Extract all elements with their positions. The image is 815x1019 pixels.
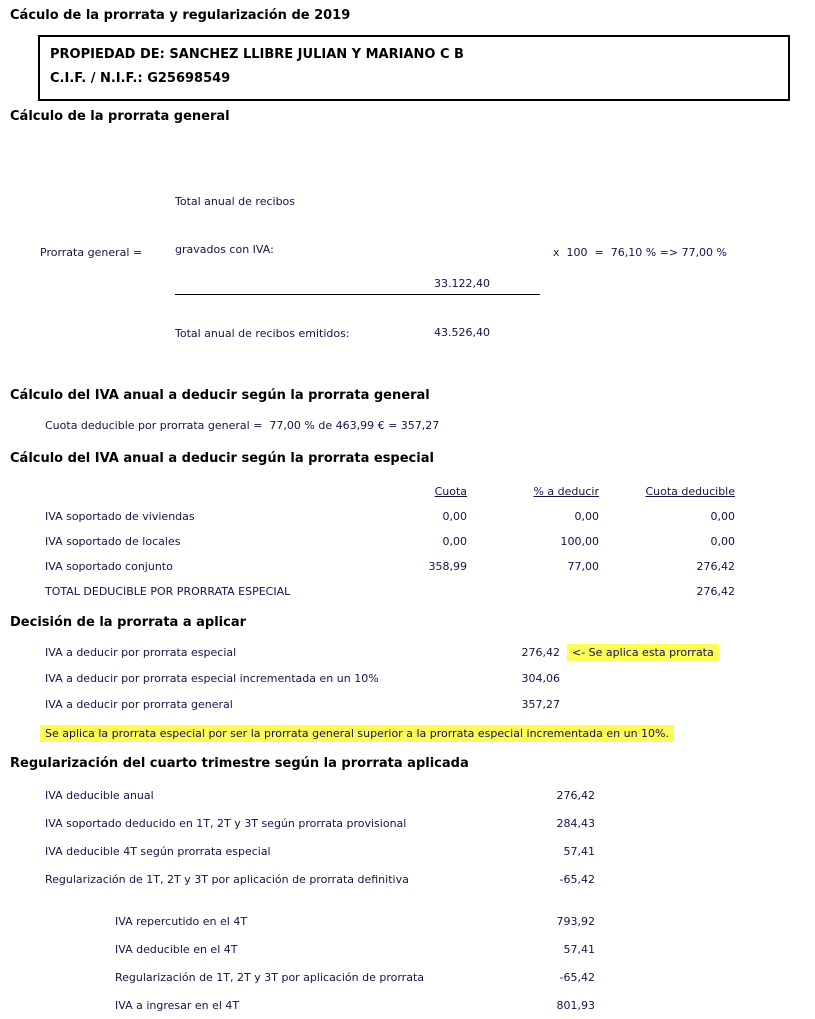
- numerator-label-line2: gravados con IVA:: [175, 243, 274, 256]
- regularizacion-row: IVA soportado deducido en 1T, 2T y 3T se…: [45, 809, 815, 837]
- regularizacion-row: IVA deducible anual 276,42: [45, 781, 815, 809]
- row-deducible: 0,00: [710, 535, 736, 548]
- formula-result: x 100 = 76,10 % => 77,00 %: [553, 245, 728, 259]
- prorrata-general-formula: Prorrata general = Total anual de recibo…: [40, 136, 815, 368]
- fraction-denominator: Total anual de recibos emitidos: 43.526,…: [175, 321, 540, 342]
- formula-fraction: Total anual de recibos gravados con IVA:…: [175, 136, 540, 368]
- formula-lhs-label: Prorrata general =: [40, 245, 143, 259]
- row-value: 304,06: [521, 671, 561, 685]
- row-value: -65,42: [559, 970, 595, 984]
- row-pct: 77,00: [567, 560, 600, 573]
- row-label: IVA deducible anual: [45, 788, 154, 802]
- row-cuota: 358,99: [428, 560, 468, 573]
- row-pct: 0,00: [574, 510, 600, 523]
- regularizacion-row: IVA deducible en el 4T 57,41: [115, 935, 815, 963]
- row-value: 57,41: [563, 844, 596, 858]
- decision-row: IVA a deducir por prorrata especial 276,…: [45, 639, 815, 665]
- row-label: IVA deducible en el 4T: [115, 942, 238, 956]
- denominator-label: Total anual de recibos emitidos:: [175, 327, 350, 340]
- numerator-label-line1: Total anual de recibos: [175, 195, 296, 208]
- row-value: 276,42: [556, 788, 596, 802]
- table-row: IVA soportado de locales 0,00 100,00 0,0…: [45, 529, 815, 554]
- row-label: Regularización de 1T, 2T y 3T por aplica…: [45, 872, 409, 886]
- owner-cif: C.I.F. / N.I.F.: G25698549: [50, 71, 231, 86]
- row-label: IVA a deducir por prorrata general: [45, 697, 233, 711]
- owner-box: PROPIEDAD DE: SANCHEZ LLIBRE JULIAN Y MA…: [38, 35, 790, 101]
- numerator-label: Total anual de recibos gravados con IVA:: [175, 162, 380, 290]
- regularizacion-row: IVA a ingresar en el 4T 801,93: [115, 991, 815, 1019]
- row-value: 801,93: [556, 998, 596, 1012]
- owner-name: PROPIEDAD DE: SANCHEZ LLIBRE JULIAN Y MA…: [50, 47, 464, 62]
- prorrata-especial-table: Cuota % a deducir Cuota deducible IVA so…: [0, 479, 815, 604]
- row-label: IVA repercutido en el 4T: [115, 914, 248, 928]
- row-value: -65,42: [559, 872, 595, 886]
- column-header-deducible: Cuota deducible: [645, 485, 735, 498]
- row-deducible: 276,42: [696, 560, 736, 573]
- regularizacion-row: Regularización de 1T, 2T y 3T por aplica…: [45, 865, 815, 893]
- decision-rows: IVA a deducir por prorrata especial 276,…: [0, 639, 815, 717]
- decision-row: IVA a deducir por prorrata especial incr…: [45, 665, 815, 691]
- column-header-pct: % a deducir: [533, 485, 599, 498]
- row-label: IVA soportado de locales: [45, 535, 181, 548]
- section-heading-regularizacion: Regularización del cuarto trimestre segú…: [10, 756, 469, 771]
- row-cuota: 0,00: [442, 510, 468, 523]
- applied-prorrata-note: <- Se aplica esta prorrata: [567, 643, 719, 661]
- row-value: 793,92: [556, 914, 596, 928]
- row-label: IVA a ingresar en el 4T: [115, 998, 240, 1012]
- row-value: 284,43: [556, 816, 596, 830]
- total-label: TOTAL DEDUCIBLE POR PRORRATA ESPECIAL: [45, 585, 291, 598]
- row-value: 57,41: [563, 942, 596, 956]
- row-pct: 100,00: [560, 535, 600, 548]
- regularizacion-4t-rows: IVA repercutido en el 4T 793,92 IVA dedu…: [0, 907, 815, 1019]
- decision-row: IVA a deducir por prorrata general 357,2…: [45, 691, 815, 717]
- row-label: IVA a deducir por prorrata especial: [45, 645, 237, 659]
- regularizacion-row: IVA deducible 4T según prorrata especial…: [45, 837, 815, 865]
- row-label: IVA deducible 4T según prorrata especial: [45, 844, 271, 858]
- decision-conclusion-wrap: Se aplica la prorrata especial por ser l…: [40, 725, 815, 742]
- row-value: 357,27: [521, 697, 561, 711]
- denominator-value: 43.526,40: [434, 326, 490, 339]
- numerator-value: 33.122,40: [434, 277, 490, 290]
- row-label: IVA soportado conjunto: [45, 560, 173, 573]
- regularizacion-row: IVA repercutido en el 4T 793,92: [115, 907, 815, 935]
- column-header-cuota: Cuota: [434, 485, 467, 498]
- section-heading-iva-general: Cálculo del IVA anual a deducir según la…: [10, 388, 430, 403]
- row-label: IVA soportado de viviendas: [45, 510, 195, 523]
- table-row: IVA soportado de viviendas 0,00 0,00 0,0…: [45, 504, 815, 529]
- row-value: 276,42: [521, 645, 561, 659]
- row-cuota: 0,00: [442, 535, 468, 548]
- section-heading-prorrata-general: Cálculo de la prorrata general: [10, 109, 230, 124]
- row-deducible: 0,00: [710, 510, 736, 523]
- fraction-numerator: Total anual de recibos gravados con IVA:…: [175, 162, 540, 295]
- decision-conclusion: Se aplica la prorrata especial por ser l…: [40, 725, 674, 742]
- section-heading-iva-especial: Cálculo del IVA anual a deducir según la…: [10, 451, 434, 466]
- total-deducible: 276,42: [696, 585, 736, 598]
- regularizacion-row: Regularización de 1T, 2T y 3T por aplica…: [115, 963, 815, 991]
- table-header-row: Cuota % a deducir Cuota deducible: [45, 479, 815, 504]
- row-label: IVA a deducir por prorrata especial incr…: [45, 671, 379, 685]
- regularizacion-rows: IVA deducible anual 276,42 IVA soportado…: [0, 781, 815, 893]
- table-total-row: TOTAL DEDUCIBLE POR PRORRATA ESPECIAL 27…: [45, 579, 815, 604]
- row-label: Regularización de 1T, 2T y 3T por aplica…: [115, 970, 424, 984]
- cuota-deducible-general-line: Cuota deducible por prorrata general = 7…: [45, 419, 440, 432]
- report-title: Cáculo de la prorrata y regularización d…: [10, 8, 351, 23]
- table-row: IVA soportado conjunto 358,99 77,00 276,…: [45, 554, 815, 579]
- row-label: IVA soportado deducido en 1T, 2T y 3T se…: [45, 816, 407, 830]
- section-heading-decision: Decisión de la prorrata a aplicar: [10, 615, 247, 630]
